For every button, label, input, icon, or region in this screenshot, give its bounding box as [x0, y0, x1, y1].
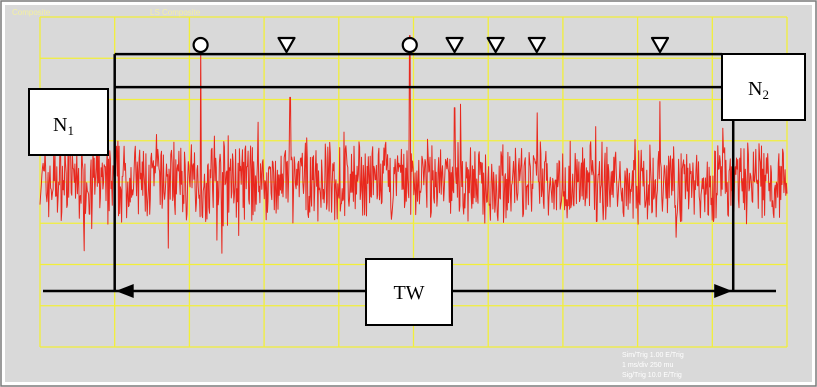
n1-label-base: N [53, 114, 67, 136]
event-marker-triangle [527, 36, 546, 54]
event-marker-circle [192, 36, 209, 54]
signal-trace-line [39, 35, 788, 254]
signal-trace [39, 35, 788, 254]
event-marker-triangle [486, 36, 505, 54]
status-line-3: Sig/Trig 10.0 E/Trig [622, 372, 682, 379]
event-marker-triangle [650, 36, 670, 54]
event-marker-triangle [277, 36, 296, 54]
tw-label: TW [393, 282, 424, 304]
tw-label-box: TW [365, 258, 453, 326]
n1-box [28, 88, 109, 156]
status-readout: Sim/Trig 1.00 E/Trig 1 ms/div 250 mu Sig… [622, 352, 684, 379]
n1-label: N1 [53, 114, 74, 138]
n1-label-box: N1 [28, 88, 109, 156]
annotations [43, 52, 776, 298]
n2-box [721, 53, 806, 121]
tw-arrowhead-left [115, 284, 134, 298]
n2-label: N2 [748, 78, 769, 102]
n2-label-base: N [748, 78, 762, 100]
tw-box [365, 258, 453, 326]
status-line-2: 1 ms/div 250 mu [622, 362, 673, 369]
tw-arrowhead-right [714, 284, 733, 298]
event-marker-triangle [445, 36, 464, 54]
header-middle-text: LS Composite [150, 8, 201, 17]
event-markers [192, 36, 670, 54]
event-marker-circle [401, 36, 418, 54]
n2-label-box: N2 [721, 53, 806, 121]
n2-label-subscript: 2 [762, 87, 769, 102]
status-line-1: Sim/Trig 1.00 E/Trig [622, 352, 684, 359]
n1-label-subscript: 1 [67, 123, 74, 138]
header-left-text: Composite [12, 8, 51, 17]
